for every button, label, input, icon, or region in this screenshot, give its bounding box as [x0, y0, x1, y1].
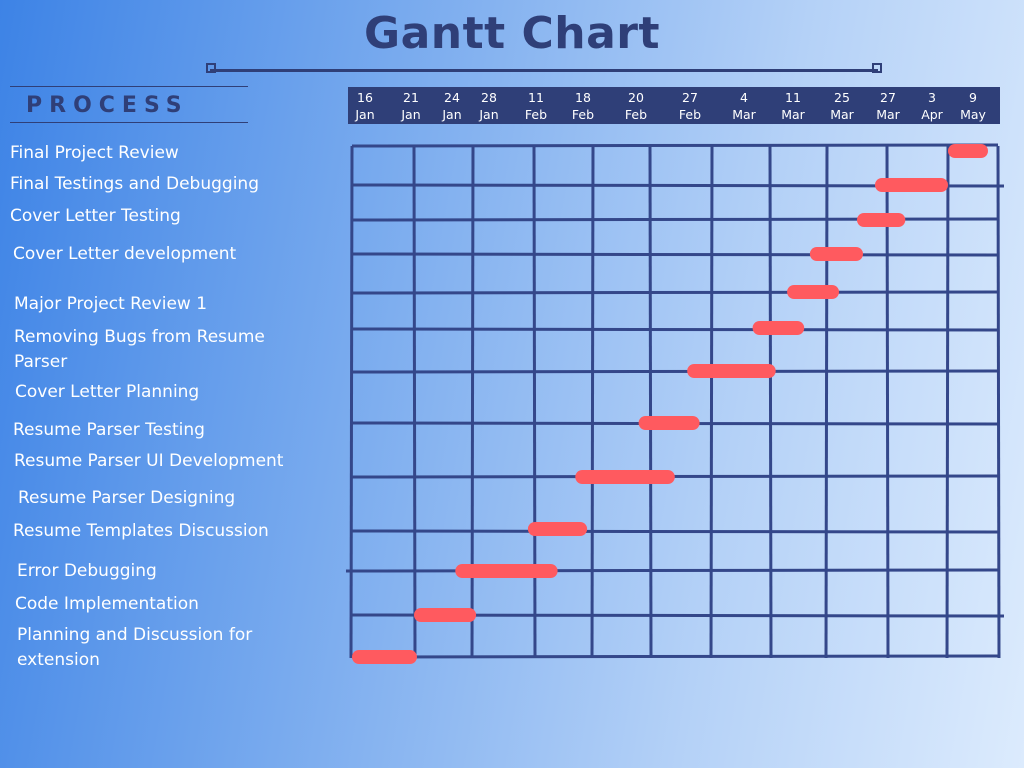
task-bar — [809, 247, 863, 261]
date-label: 24 Jan — [427, 89, 477, 123]
date-day: 3 — [928, 90, 936, 105]
grid-row-line — [351, 327, 999, 332]
grid-column-line — [996, 145, 1001, 659]
date-day: 11 — [785, 90, 801, 105]
task-label: Resume Parser UI Development — [14, 451, 284, 471]
date-label: 11 Mar — [768, 89, 818, 123]
task-label: Final Testings and Debugging — [10, 174, 259, 194]
date-day: 27 — [880, 90, 896, 105]
date-day: 28 — [481, 90, 497, 105]
grid-row-line — [351, 143, 999, 148]
task-label: Code Implementation — [15, 594, 199, 614]
date-header: 16 Jan 21 Jan 24 Jan 28 Jan 11 Feb 18 Feb 20 Feb 27 Feb… — [348, 87, 1000, 124]
date-label: 3 Apr — [907, 89, 957, 123]
date-day: 27 — [682, 90, 698, 105]
grid-column-line — [590, 145, 595, 659]
date-label: 21 Jan — [386, 89, 436, 123]
task-label: Error Debugging — [17, 561, 157, 581]
task-label: Planning and Discussion for extension — [17, 625, 253, 670]
grid-column-line — [824, 145, 829, 659]
date-month: Jan — [355, 107, 375, 122]
grid-row-line — [351, 252, 999, 257]
date-month: Mar — [876, 107, 900, 122]
task-bar — [687, 364, 776, 378]
date-label: 27 Mar — [863, 89, 913, 123]
date-month: Mar — [781, 107, 805, 122]
task-label: Resume Templates Discussion — [13, 521, 269, 541]
grid-row-line — [351, 529, 999, 534]
grid-column-line — [945, 145, 950, 659]
underline-left-cap — [206, 63, 216, 73]
date-label: 4 Mar — [719, 89, 769, 123]
date-month: Jan — [479, 107, 499, 122]
date-month: Feb — [571, 107, 595, 122]
grid-row-line — [351, 369, 999, 374]
task-label: Removing Bugs from Resume Parser — [14, 327, 265, 372]
date-day: 18 — [575, 90, 591, 105]
date-label: 9 May — [948, 89, 998, 123]
task-label: Resume Parser Testing — [13, 420, 205, 440]
task-bar — [527, 522, 588, 536]
task-bar — [752, 321, 805, 335]
date-label: 28 Jan — [464, 89, 514, 123]
task-label: Final Project Review — [10, 143, 179, 163]
task-bar — [575, 470, 675, 484]
underline-right-cap — [872, 63, 882, 73]
grid-column-line — [768, 145, 773, 659]
task-label: Cover Letter Testing — [10, 206, 181, 226]
grid-column-line — [648, 145, 653, 659]
date-day: 24 — [444, 90, 460, 105]
task-label: Resume Parser Designing — [18, 488, 236, 508]
date-month: Mar — [732, 107, 756, 122]
task-label: Major Project Review 1 — [14, 294, 208, 314]
date-label: 27 Feb — [665, 89, 715, 123]
date-month: Apr — [921, 107, 943, 122]
task-label: Cover Letter Planning — [15, 382, 200, 402]
grid-column-line — [349, 145, 354, 659]
grid-column-line — [412, 145, 417, 659]
date-month: May — [960, 107, 986, 122]
grid-column-line — [885, 145, 890, 659]
date-month: Jan — [401, 107, 421, 122]
task-bar — [875, 178, 948, 192]
grid-row-line — [351, 654, 999, 659]
date-day: 16 — [357, 90, 373, 105]
date-label: 16 Jan — [340, 89, 390, 123]
grid-column-line — [470, 145, 475, 659]
grid-row-line — [345, 568, 999, 573]
grid-row-line — [351, 474, 999, 479]
task-bar — [787, 285, 839, 299]
grid-column-line — [709, 145, 714, 659]
date-label: 18 Feb — [558, 89, 608, 123]
date-day: 21 — [403, 90, 419, 105]
task-bar — [857, 213, 906, 227]
date-day: 9 — [969, 90, 977, 105]
date-month: Mar — [830, 107, 854, 122]
date-day: 4 — [740, 90, 748, 105]
date-day: 25 — [834, 90, 850, 105]
process-header: PROCESS — [10, 86, 248, 123]
task-bar — [455, 564, 546, 578]
task-bar — [638, 416, 700, 430]
date-day: 20 — [628, 90, 644, 105]
date-label: 25 Mar — [817, 89, 867, 123]
date-label: 20 Feb — [611, 89, 661, 123]
date-label: 11 Feb — [511, 89, 561, 123]
task-bar — [414, 608, 477, 622]
date-month: Feb — [524, 107, 548, 122]
task-label: Cover Letter development — [13, 244, 237, 264]
title-underline — [206, 63, 882, 73]
date-day: 11 — [528, 90, 544, 105]
task-bar — [352, 650, 417, 664]
date-month: Jan — [442, 107, 462, 122]
date-month: Feb — [678, 107, 702, 122]
grid-column-line — [532, 145, 537, 659]
date-month: Feb — [624, 107, 648, 122]
grid-row-line — [351, 290, 999, 295]
task-bar — [948, 144, 988, 158]
chart-title: Gantt Chart — [363, 8, 661, 59]
